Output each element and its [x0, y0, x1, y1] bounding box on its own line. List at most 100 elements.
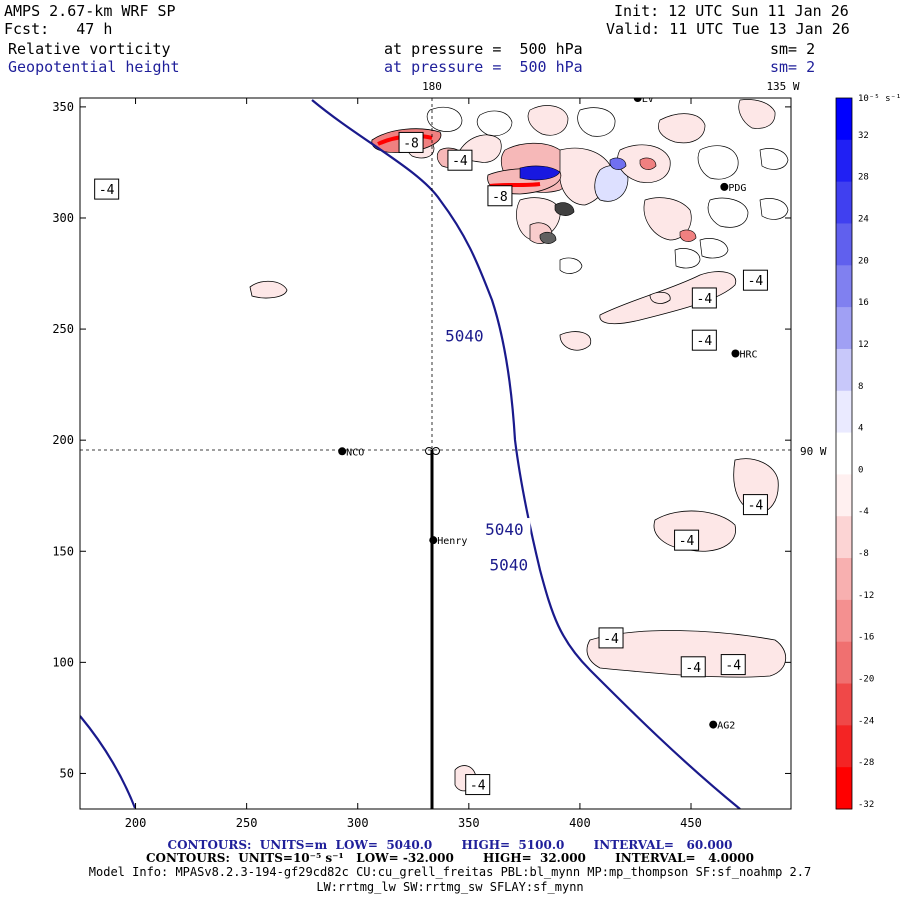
colorbar-tick-label: -4	[858, 507, 869, 517]
station-dot	[720, 182, 729, 191]
height-contours	[80, 99, 741, 809]
vorticity-contour-label: -4	[697, 334, 713, 349]
forecast-hour: Fcst: 47 h	[4, 20, 113, 38]
x-tick-label: 250	[236, 816, 258, 830]
colorbar-swatch	[836, 307, 852, 350]
height-contour-label: 5040	[445, 327, 484, 346]
lon-label-135w: 135 W	[766, 80, 799, 93]
y-tick-label: 50	[60, 766, 74, 780]
vorticity-label-box	[94, 178, 120, 200]
y-tick-label: 150	[52, 544, 74, 558]
colorbar-swatch	[836, 223, 852, 266]
height-label-bg	[482, 553, 535, 574]
vorticity-label-box	[691, 329, 717, 351]
height-contour-label: 5040	[485, 520, 524, 539]
axes: 200 250 300 350 400 450 50 100 150 200 250 300 350	[52, 98, 791, 830]
footer-height-contours: CONTOURS: UNITS=m LOW= 5040.0 HIGH= 5100…	[167, 838, 733, 852]
vorticity-contour-label: -4	[99, 183, 115, 198]
station-dot	[709, 720, 718, 729]
plot-frame	[79, 97, 792, 810]
vorticity-contour-label: -4	[603, 632, 619, 647]
vorticity-contour-label: -4	[697, 292, 713, 307]
field2-smoothing: sm= 2	[770, 58, 816, 76]
x-tick-label: 400	[569, 816, 591, 830]
footer-vorticity-contours: CONTOURS: UNITS=10⁻⁵ s⁻¹ LOW= -32.000 HI…	[146, 851, 754, 865]
station-dot	[338, 447, 347, 456]
vorticity-contour-label: -4	[685, 661, 701, 676]
vorticity-label-box	[487, 185, 513, 207]
colorbar-swatch	[836, 390, 852, 434]
crosshair-lines	[80, 98, 791, 451]
footer-model-info-2: LW:rrtmg_lw SW:rrtmg_sw SFLAY:sf_mynn	[316, 880, 584, 894]
colorbar-tick-label: -32	[858, 800, 874, 810]
colorbar-swatch	[836, 516, 852, 559]
colorbar-swatch	[836, 474, 852, 517]
colorbar-swatch	[836, 599, 852, 643]
vorticity-cores	[371, 128, 697, 244]
colorbar-tick-label: -16	[858, 633, 874, 643]
station-label: PDG	[728, 183, 746, 194]
init-time: Init: 12 UTC Sun 11 Jan 26	[614, 2, 849, 20]
colorbar-tick-label: 20	[858, 256, 869, 266]
station-label: HRC	[739, 350, 757, 361]
x-tick-label: 350	[458, 816, 480, 830]
vorticity-label-box	[691, 287, 717, 309]
y-tick-label: 250	[52, 322, 74, 336]
colorbar-tick-label: 24	[858, 215, 869, 225]
vorticity-contour-label: -4	[452, 154, 468, 169]
colorbar-swatch	[836, 181, 852, 224]
colorbar-tick-label: 4	[858, 424, 863, 434]
colorbar-swatch	[836, 641, 852, 685]
colorbar-tick-label: 0	[858, 465, 863, 475]
colorbar-swatch	[836, 265, 852, 308]
colorbar-swatch	[836, 432, 852, 475]
lon-label-90w: 90 W	[800, 445, 827, 458]
colorbar-swatch	[836, 348, 852, 392]
vorticity-label-box	[720, 654, 746, 676]
colorbar-tick-label: -20	[858, 675, 874, 685]
footer-model-info: Model Info: MPASv8.2.3-194-gf29cd82c CU:…	[88, 865, 812, 879]
vorticity-label-box	[465, 774, 491, 796]
vorticity-label-box	[398, 131, 424, 153]
colorbar: 32 28 24 20 16 12 8 4 0 -4 -8 -12 -16 -20 -24 -28 -32	[835, 97, 874, 810]
vorticity-label-box	[674, 529, 700, 551]
colorbar-tick-label: 8	[858, 382, 863, 392]
vorticity-contour-label: -4	[725, 659, 741, 674]
colorbar-tick-label: 12	[858, 340, 869, 350]
vorticity-label-box	[447, 149, 473, 171]
vorticity-contour-label: -8	[403, 136, 419, 151]
colorbar-swatch	[836, 767, 852, 810]
colorbar-tick-label: 16	[858, 298, 869, 308]
field1-level: at pressure = 500 hPa	[384, 40, 583, 58]
x-tick-label: 450	[680, 816, 702, 830]
vorticity-label-box	[680, 656, 706, 678]
y-tick-label: 350	[52, 100, 74, 114]
y-tick-label: 200	[52, 433, 74, 447]
colorbar-frame	[835, 97, 853, 810]
colorbar-swatch	[836, 683, 852, 726]
colorbar-unit: 10⁻⁵ s⁻¹	[858, 94, 900, 104]
station-label: LV	[642, 94, 654, 105]
vorticity-contour-label: -4	[748, 274, 764, 289]
valid-time: Valid: 11 UTC Tue 13 Jan 26	[606, 20, 850, 38]
colorbar-swatch	[836, 98, 852, 141]
cross-section-marker-b	[432, 447, 440, 455]
x-tick-label: 200	[125, 816, 147, 830]
height-label-bg	[438, 324, 491, 345]
vorticity-label-box	[742, 269, 768, 291]
vorticity-contour-label: -8	[492, 190, 508, 205]
field1-name: Relative vorticity	[8, 40, 171, 58]
y-tick-label: 100	[52, 655, 74, 669]
field1-smoothing: sm= 2	[770, 40, 816, 58]
vorticity-contour-label: -4	[679, 534, 695, 549]
colorbar-tick-label: 28	[858, 173, 869, 183]
height-contour-label: 5040	[490, 556, 529, 575]
vorticity-contour-label: -4	[470, 779, 486, 794]
field2-name: Geopotential height	[8, 58, 180, 76]
station-label: NCO	[346, 447, 364, 458]
field2-level: at pressure = 500 hPa	[384, 58, 583, 76]
model-title: AMPS 2.67-km WRF SP	[4, 2, 176, 20]
x-tick-label: 300	[347, 816, 369, 830]
colorbar-swatch	[836, 558, 852, 601]
